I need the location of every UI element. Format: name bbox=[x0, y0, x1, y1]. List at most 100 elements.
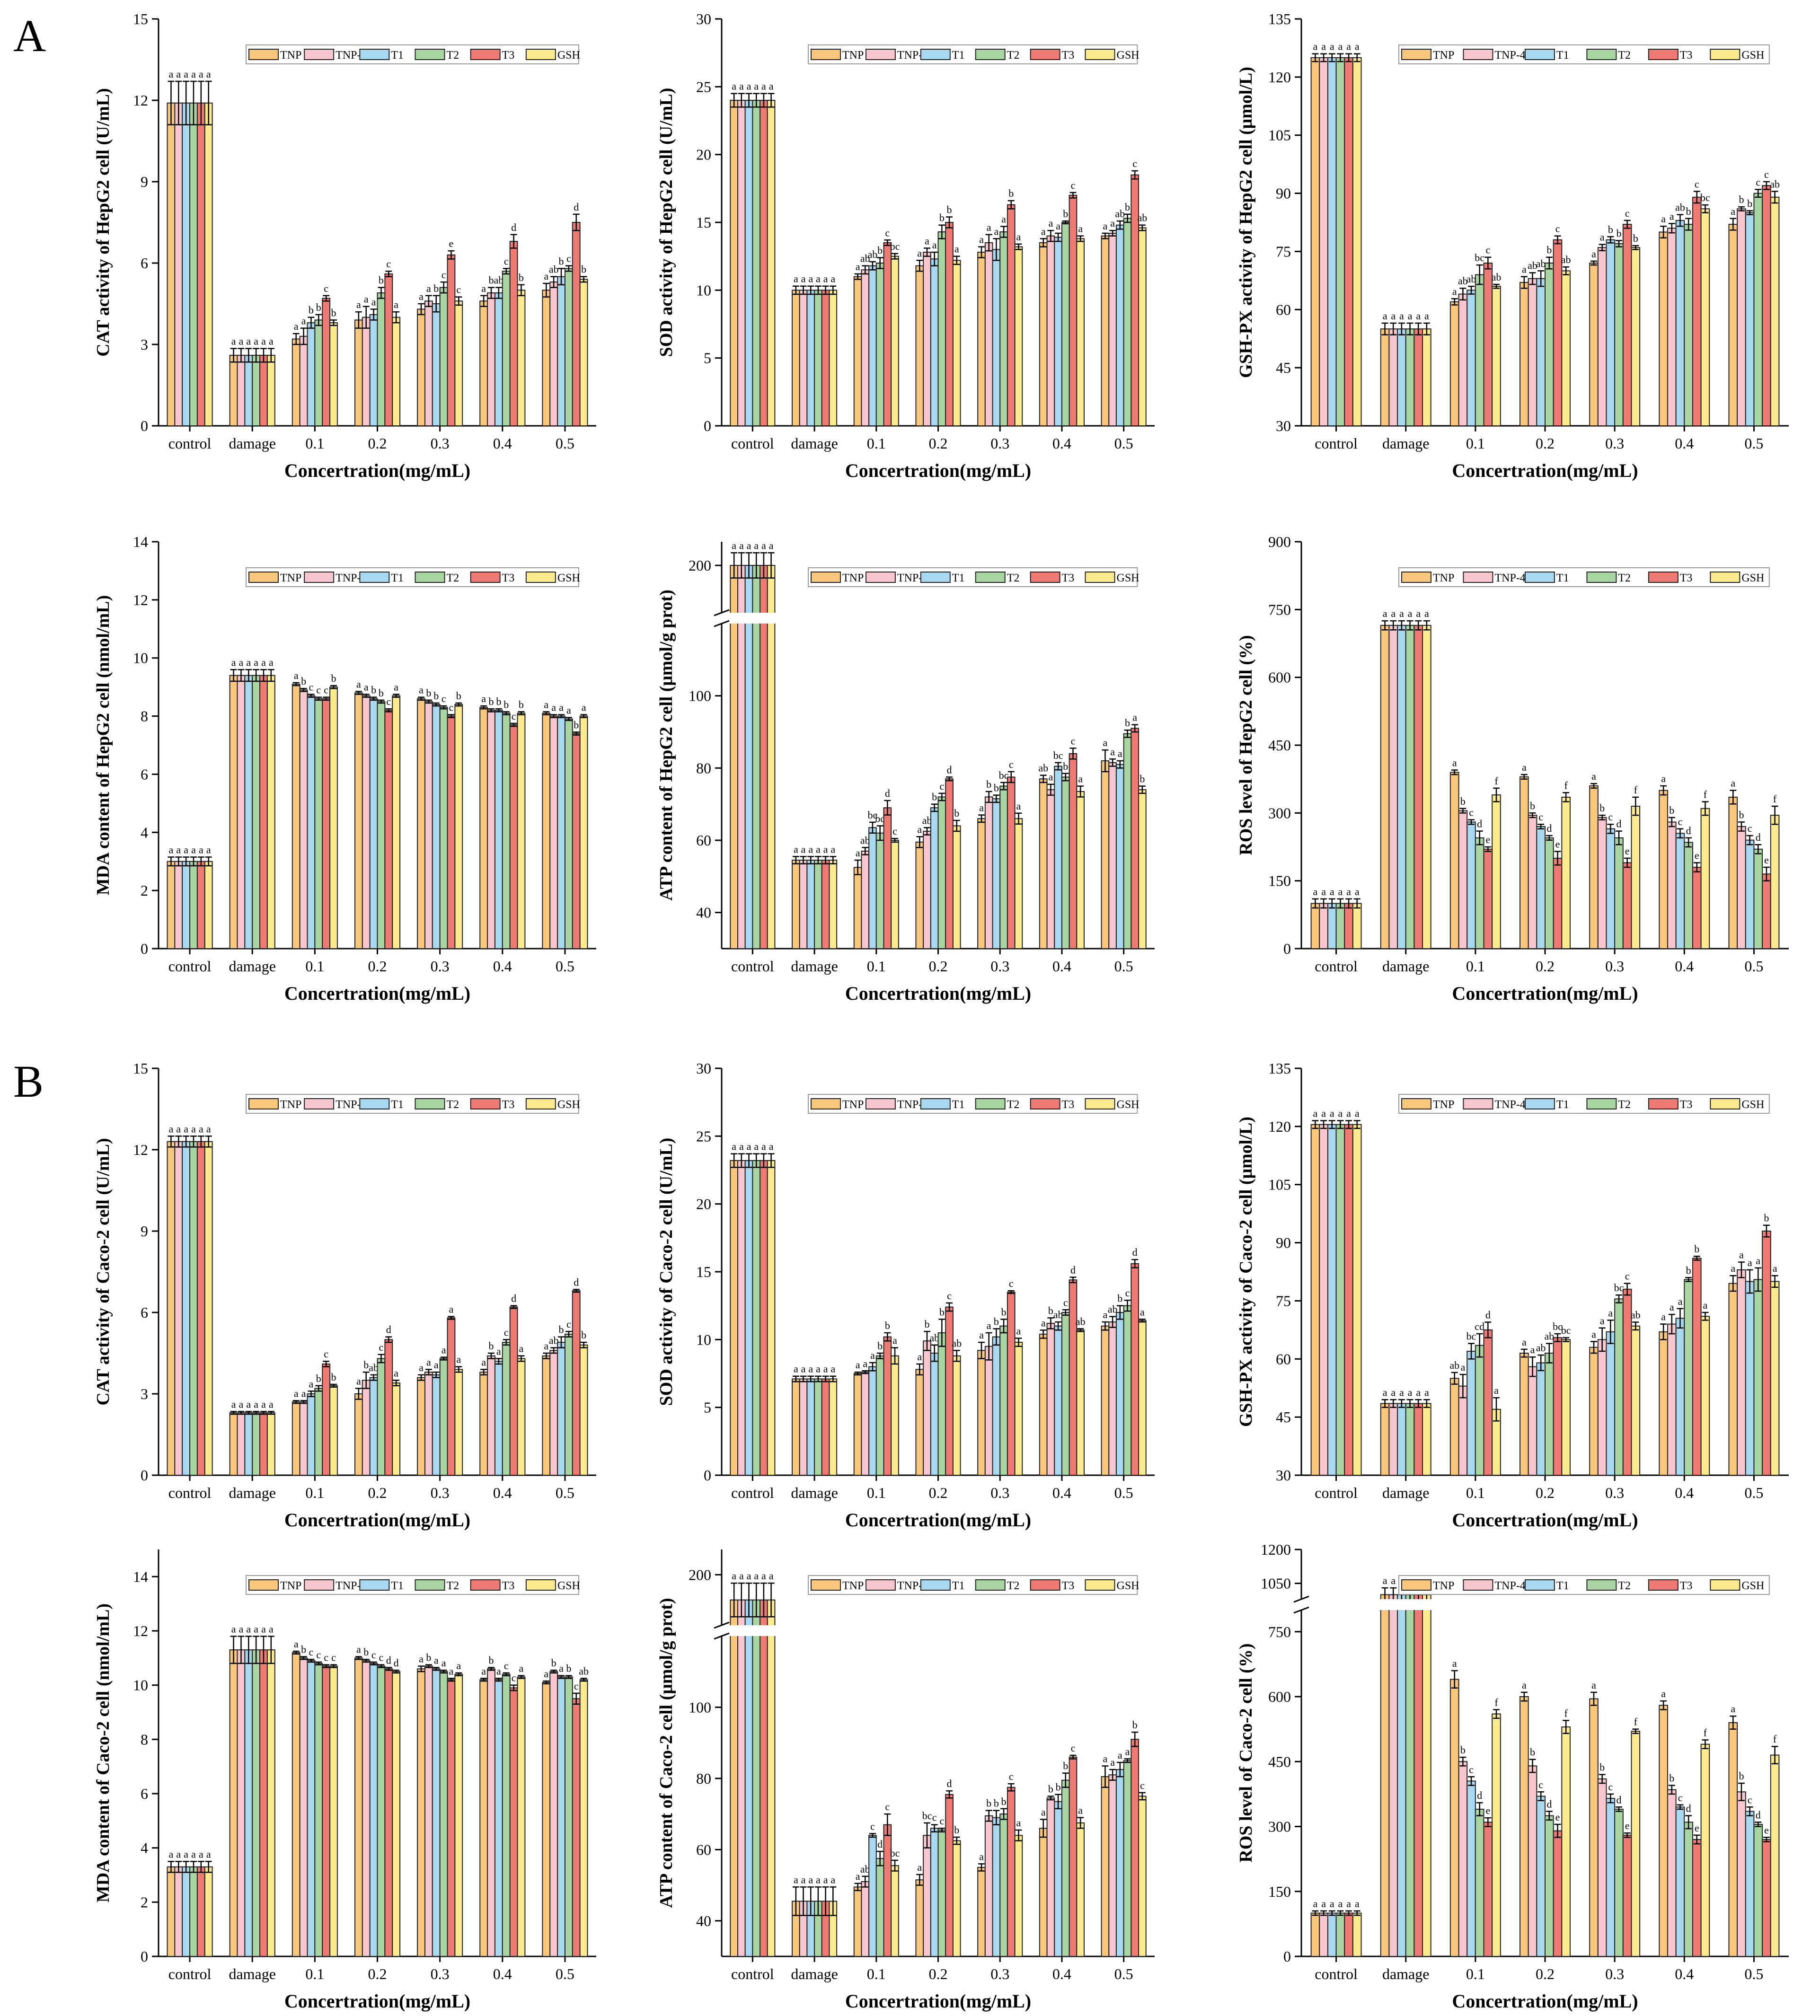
legend-swatch bbox=[920, 1098, 951, 1109]
bar bbox=[557, 1342, 565, 1476]
significance-letter: a bbox=[1408, 607, 1413, 619]
legend-swatch bbox=[248, 572, 279, 583]
x-tick-label: 0.5 bbox=[1114, 1965, 1133, 1982]
legend-label: TNP bbox=[280, 49, 301, 62]
significance-letter: a bbox=[732, 539, 736, 551]
legend-label: T2 bbox=[1007, 572, 1020, 584]
significance-letter: a bbox=[987, 1320, 991, 1331]
significance-letter: a bbox=[732, 1141, 736, 1153]
significance-letter: f bbox=[1773, 1733, 1777, 1745]
bar bbox=[329, 322, 338, 427]
legend-swatch bbox=[359, 572, 390, 583]
x-axis-label: Concertration(mg/mL) bbox=[1452, 460, 1638, 481]
bar bbox=[417, 698, 425, 949]
y-tick-label: 75 bbox=[1276, 243, 1291, 260]
significance-letter: d bbox=[1686, 1803, 1691, 1814]
bar bbox=[1483, 1329, 1493, 1476]
bar bbox=[1014, 246, 1023, 426]
significance-letter: d bbox=[386, 1654, 391, 1666]
x-axis-label: Concertration(mg/mL) bbox=[284, 460, 470, 481]
significance-letter: f bbox=[1494, 775, 1498, 787]
bar bbox=[1076, 1822, 1085, 1957]
bar bbox=[883, 807, 892, 950]
x-tick-label: 0.3 bbox=[431, 1965, 450, 1982]
significance-letter: b bbox=[1008, 187, 1014, 199]
bar bbox=[1737, 1791, 1746, 1957]
significance-letter: f bbox=[1564, 1707, 1568, 1719]
significance-letter: a bbox=[1731, 205, 1735, 217]
x-axis-label: Concertration(mg/mL) bbox=[1452, 983, 1638, 1004]
bar bbox=[237, 354, 246, 427]
significance-letter: bc bbox=[999, 769, 1009, 781]
legend-swatch bbox=[1463, 49, 1493, 60]
x-tick-label: control bbox=[731, 1484, 774, 1501]
bar bbox=[1528, 815, 1537, 949]
significance-letter: d bbox=[877, 1838, 883, 1850]
significance-letter: a bbox=[739, 539, 744, 551]
significance-letter: a bbox=[246, 1398, 251, 1410]
significance-letter: b bbox=[947, 204, 952, 216]
legend-swatch bbox=[525, 1579, 556, 1591]
bar bbox=[204, 102, 213, 426]
significance-letter: a bbox=[191, 68, 196, 80]
bar bbox=[549, 282, 558, 427]
x-tick-label: 0.5 bbox=[1744, 958, 1763, 975]
significance-letter: b bbox=[331, 307, 336, 318]
significance-letter: a bbox=[1678, 1295, 1683, 1307]
significance-letter: a bbox=[191, 1848, 196, 1860]
legend-swatch bbox=[1710, 572, 1740, 583]
significance-letter: a bbox=[434, 1359, 439, 1371]
significance-letter: a bbox=[856, 261, 860, 273]
bar bbox=[354, 1393, 363, 1476]
bar bbox=[1762, 185, 1771, 426]
significance-letter: a bbox=[1049, 771, 1053, 783]
x-tick-label: control bbox=[1315, 435, 1358, 452]
significance-letter: a bbox=[294, 320, 299, 332]
bar bbox=[1545, 263, 1554, 426]
x-tick-label: damage bbox=[791, 958, 838, 975]
bar bbox=[1483, 1822, 1493, 1957]
y-tick-label: 12 bbox=[133, 1622, 148, 1639]
bar bbox=[1449, 1378, 1459, 1476]
bar bbox=[1310, 57, 1320, 426]
bar bbox=[377, 292, 386, 426]
legend-label: T2 bbox=[447, 572, 459, 584]
bar bbox=[479, 300, 488, 426]
significance-letter: cd bbox=[1475, 1321, 1484, 1332]
y-tick-label: 6 bbox=[141, 1304, 148, 1321]
bar bbox=[579, 715, 588, 949]
significance-letter: d bbox=[947, 764, 952, 775]
bar bbox=[174, 861, 183, 949]
significance-letter: a bbox=[830, 1363, 835, 1375]
legend-swatch bbox=[1524, 1579, 1555, 1591]
legend-label: T1 bbox=[952, 572, 965, 584]
bar bbox=[945, 222, 954, 426]
significance-letter: a bbox=[754, 1570, 759, 1582]
axis-break-mark bbox=[1293, 1595, 1309, 1603]
chart-B6: 0 150 300 450 600 750 1050 1200 ROS level of Cac… bbox=[1236, 1541, 1789, 2012]
significance-letter: b bbox=[1063, 208, 1068, 220]
legend-label: T3 bbox=[1680, 49, 1693, 62]
bar bbox=[1108, 232, 1117, 426]
bar bbox=[299, 1657, 308, 1957]
x-tick-label: damage bbox=[229, 1965, 276, 1982]
bar bbox=[1659, 231, 1668, 426]
legend-swatch bbox=[975, 49, 1006, 60]
y-tick-label: 25 bbox=[696, 78, 711, 95]
significance-letter: a bbox=[301, 1387, 306, 1399]
significance-letter: a bbox=[808, 1874, 813, 1885]
legend-swatch bbox=[1710, 49, 1740, 60]
bar bbox=[1138, 1320, 1147, 1476]
significance-letter: b bbox=[301, 675, 306, 687]
bar bbox=[424, 1665, 433, 1957]
significance-letter: a bbox=[169, 1123, 174, 1135]
bar bbox=[259, 354, 268, 427]
significance-letter: bc bbox=[1053, 749, 1063, 761]
y-tick-label: 0 bbox=[141, 417, 148, 434]
significance-letter: ab bbox=[1536, 1342, 1546, 1354]
bar bbox=[509, 724, 518, 949]
bar bbox=[1414, 1403, 1423, 1476]
bar bbox=[244, 675, 253, 949]
bar bbox=[945, 778, 954, 949]
y-tick-label: 750 bbox=[1268, 1623, 1291, 1640]
